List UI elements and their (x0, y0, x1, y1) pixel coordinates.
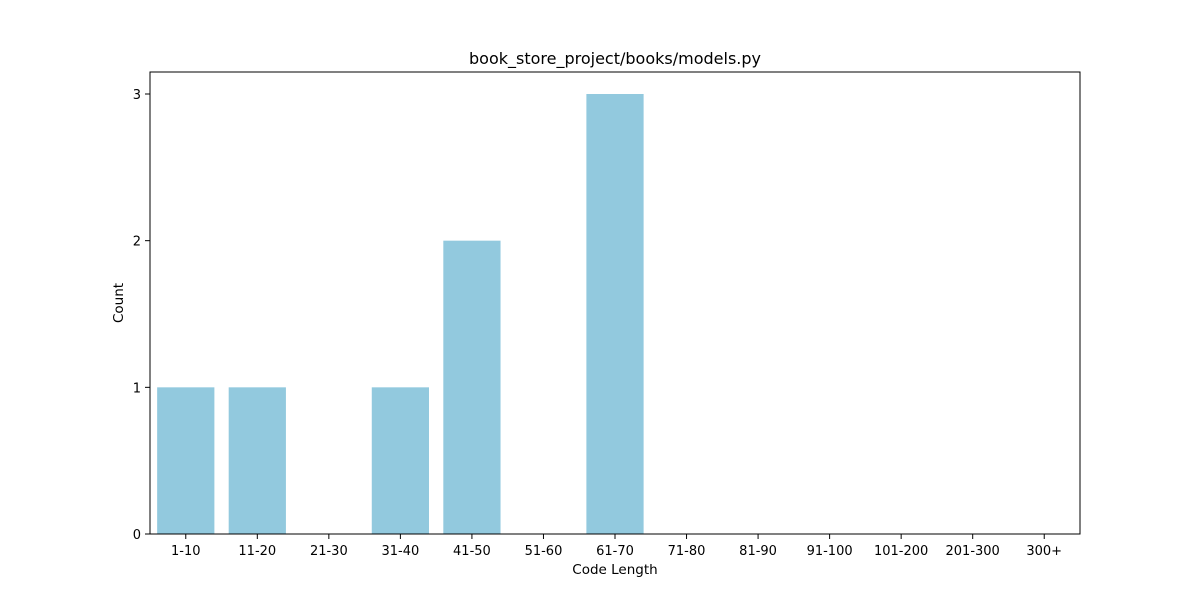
x-tick-label: 31-40 (381, 544, 419, 559)
plot-frame (149, 71, 1081, 535)
x-tick-label: 41-50 (453, 544, 491, 559)
x-tick-label: 81-90 (739, 544, 777, 559)
x-tick-label: 201-300 (946, 544, 1000, 559)
x-tick-label: 91-100 (807, 544, 853, 559)
bar-31-40 (371, 387, 429, 534)
x-tick-label: 11-20 (238, 544, 276, 559)
x-axis-label: Code Length (572, 562, 657, 578)
x-tick-label: 1-10 (171, 544, 201, 559)
x-axis-ticks: 1-10 11-20 21-30 31-40 41-50 51-60 61-70 71-80 8… (171, 534, 1062, 559)
x-tick-label: 71-80 (668, 544, 706, 559)
y-axis-label: Count (111, 283, 127, 323)
y-tick-label: 3 (133, 88, 141, 103)
x-tick-label: 51-60 (525, 544, 563, 559)
y-tick-label: 0 (133, 528, 141, 543)
bar-41-50 (443, 240, 501, 534)
x-tick-label: 61-70 (596, 544, 634, 559)
bar-1-10 (157, 387, 215, 534)
x-tick-label: 101-200 (874, 544, 928, 559)
bars-group (157, 94, 644, 534)
y-tick-label: 1 (133, 381, 141, 396)
bar-61-70 (586, 94, 644, 534)
y-tick-label: 2 (133, 235, 141, 250)
x-tick-label: 21-30 (310, 544, 348, 559)
chart-title: book_store_project/books/models.py (469, 49, 761, 69)
y-axis-ticks: 0 1 2 3 (133, 88, 150, 543)
bar-11-20 (228, 387, 286, 534)
x-tick-label: 300+ (1026, 544, 1062, 559)
